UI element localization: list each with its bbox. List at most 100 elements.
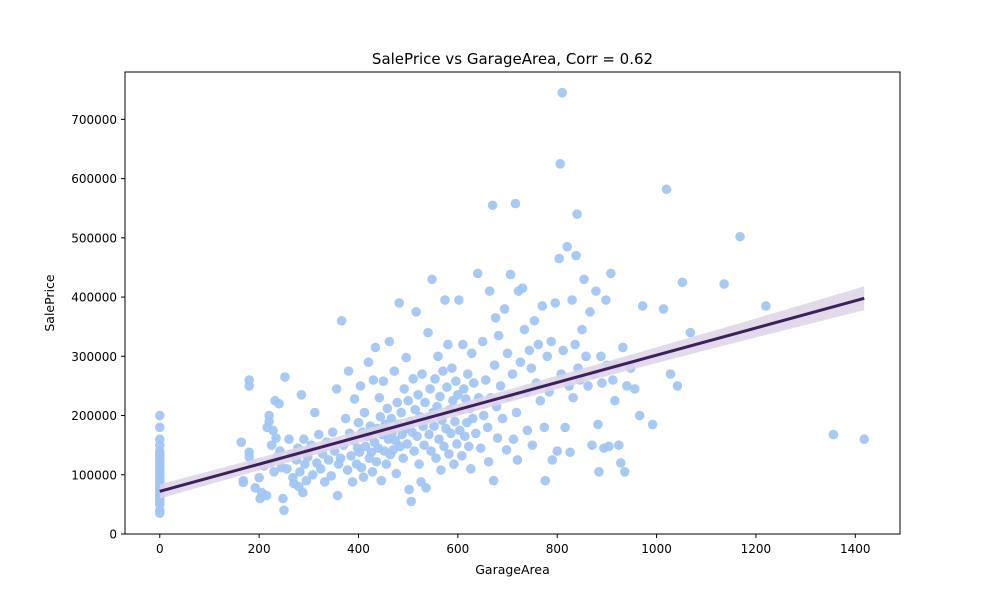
- data-point: [594, 467, 604, 477]
- data-point: [423, 327, 433, 338]
- data-point: [354, 447, 365, 458]
- data-point: [685, 327, 696, 338]
- data-point: [444, 449, 454, 459]
- data-point: [433, 351, 443, 362]
- data-point: [468, 378, 479, 388]
- data-point: [402, 439, 412, 449]
- data-point: [505, 269, 516, 280]
- data-point: [449, 459, 459, 469]
- confidence-band: [159, 286, 865, 499]
- data-point: [568, 392, 578, 403]
- data-point: [542, 351, 553, 362]
- x-axis-ticks: 0 200 400 600 800 1000 1200 1400: [156, 534, 871, 556]
- data-point: [443, 339, 453, 350]
- data-point: [606, 268, 616, 279]
- data-point: [268, 425, 278, 436]
- data-point: [637, 301, 648, 311]
- data-point: [457, 451, 467, 461]
- data-point: [596, 351, 606, 362]
- data-point: [425, 384, 435, 394]
- data-point: [450, 416, 460, 427]
- data-point: [398, 453, 409, 463]
- data-point: [526, 363, 537, 373]
- x-tick-label: 1400: [840, 542, 871, 556]
- data-point: [447, 363, 457, 373]
- data-point: [313, 429, 324, 440]
- data-point: [475, 443, 486, 453]
- data-point: [478, 410, 489, 421]
- data-point: [587, 440, 597, 450]
- data-point: [493, 330, 504, 341]
- data-point: [410, 404, 420, 415]
- data-point: [480, 375, 491, 385]
- data-point: [459, 384, 469, 394]
- data-point: [375, 411, 386, 422]
- data-point: [378, 376, 389, 386]
- data-point: [331, 384, 342, 394]
- data-point: [421, 483, 431, 493]
- data-point: [299, 434, 309, 445]
- data-point: [510, 198, 521, 209]
- data-point: [420, 397, 430, 408]
- data-point: [154, 410, 165, 421]
- data-point: [396, 407, 407, 418]
- data-point: [517, 283, 528, 293]
- data-point: [370, 342, 381, 353]
- data-point: [537, 301, 548, 311]
- data-point: [154, 508, 165, 519]
- data-point: [353, 417, 364, 428]
- data-point: [261, 490, 272, 501]
- data-point: [604, 441, 614, 452]
- data-point: [608, 375, 618, 385]
- data-point: [572, 209, 582, 219]
- data-point: [278, 493, 288, 504]
- data-point: [859, 434, 870, 445]
- data-point: [552, 446, 563, 456]
- data-point: [417, 369, 427, 379]
- data-point: [408, 374, 418, 384]
- data-point: [386, 413, 397, 424]
- data-point: [347, 477, 358, 487]
- data-point: [453, 390, 463, 400]
- data-point: [467, 413, 478, 424]
- data-point: [271, 433, 281, 443]
- data-point: [484, 286, 495, 296]
- data-point: [488, 475, 499, 486]
- data-point: [647, 419, 658, 430]
- data-point: [719, 279, 729, 289]
- data-point: [429, 421, 439, 432]
- data-point: [466, 348, 477, 359]
- data-point: [562, 241, 572, 252]
- data-point: [440, 295, 450, 305]
- data-point: [540, 475, 551, 486]
- data-point: [424, 429, 434, 440]
- data-point: [431, 453, 441, 463]
- data-point: [426, 446, 436, 456]
- y-tick-label: 100000: [71, 468, 117, 482]
- data-point: [392, 397, 403, 408]
- data-point: [658, 304, 669, 314]
- data-point: [327, 427, 338, 437]
- data-point: [579, 274, 589, 285]
- data-point: [629, 384, 640, 394]
- x-tick-label: 400: [347, 542, 370, 556]
- data-point: [524, 345, 535, 356]
- data-point: [495, 381, 506, 391]
- data-point: [570, 339, 580, 350]
- data-point: [332, 490, 343, 501]
- x-tick-label: 800: [546, 542, 569, 556]
- data-point: [403, 395, 413, 406]
- data-point: [501, 445, 512, 455]
- data-point: [507, 369, 518, 379]
- data-point: [412, 431, 422, 442]
- data-point: [264, 410, 274, 421]
- x-tick-label: 1000: [641, 542, 672, 556]
- data-point: [533, 339, 544, 350]
- data-point: [438, 366, 448, 376]
- data-point: [244, 381, 254, 391]
- data-point: [565, 447, 575, 458]
- data-point: [465, 464, 476, 474]
- data-point: [439, 441, 449, 452]
- data-point: [617, 342, 628, 353]
- data-point: [274, 398, 284, 409]
